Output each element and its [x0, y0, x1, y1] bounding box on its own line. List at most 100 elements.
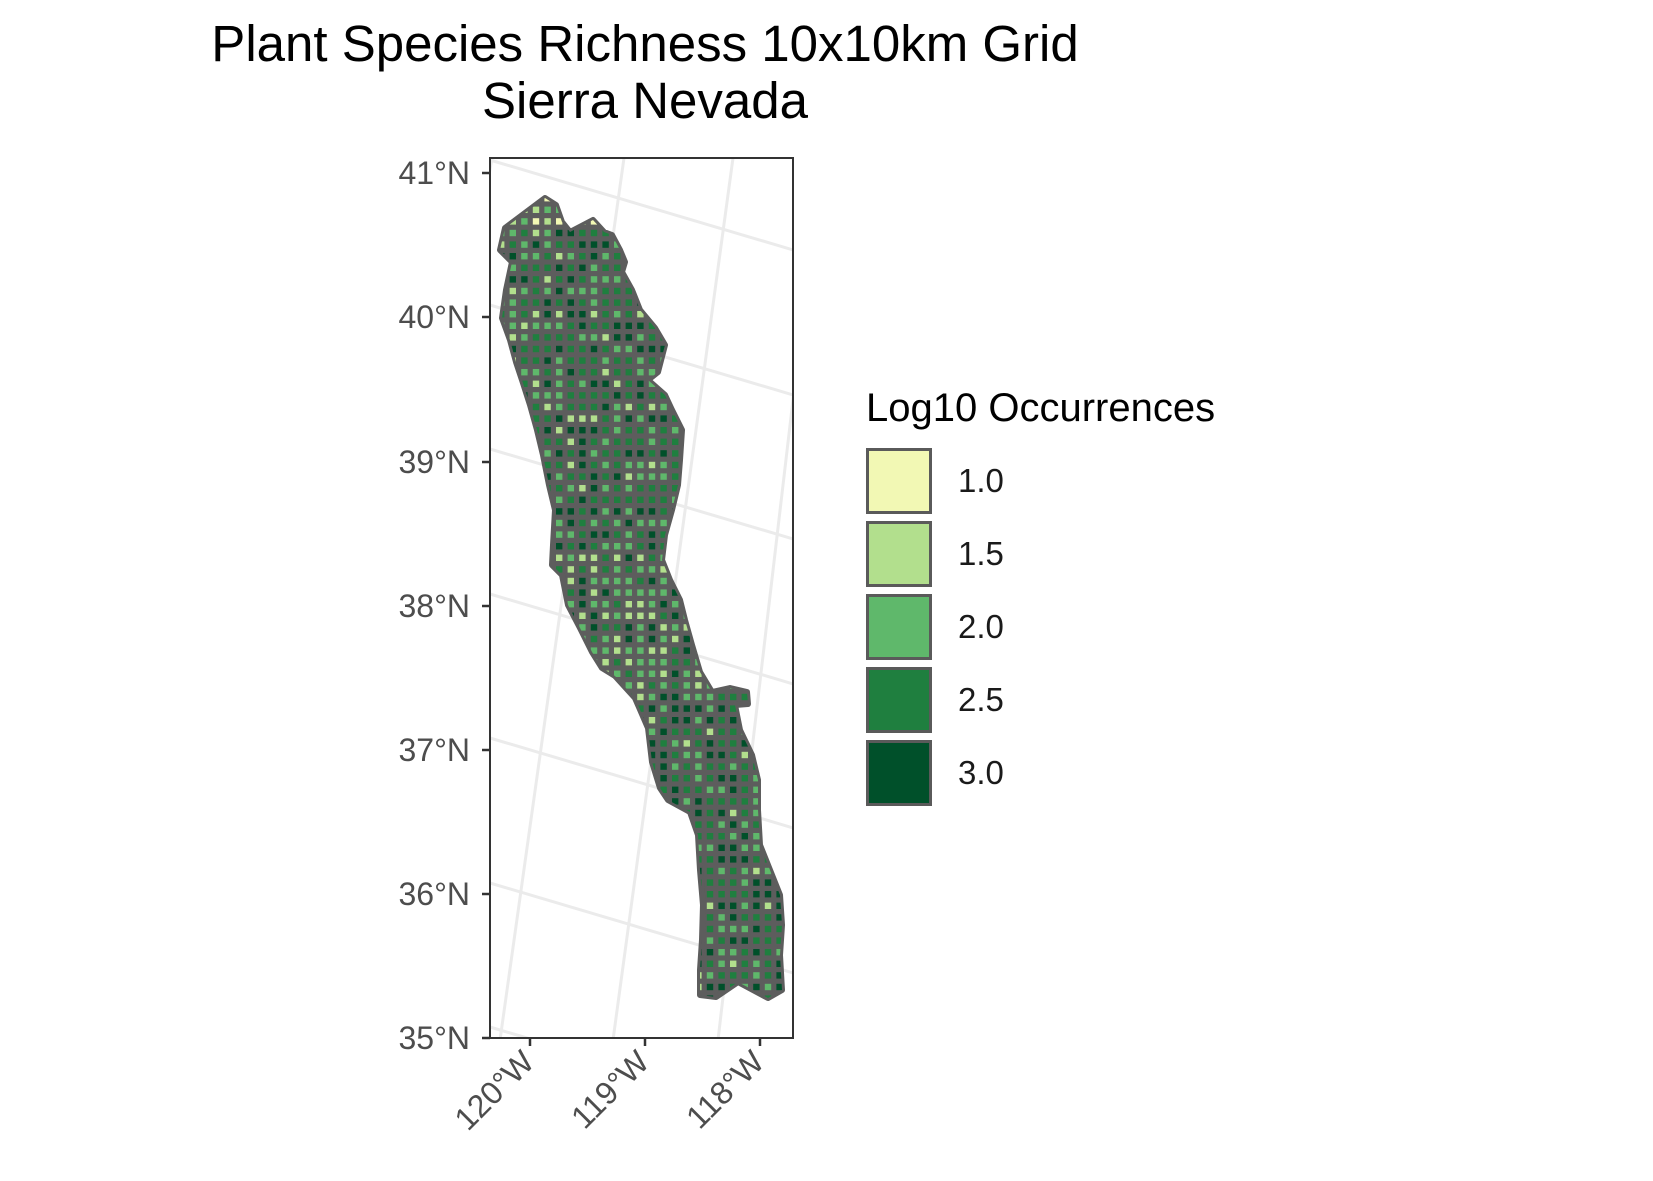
- grid-cell: [764, 914, 772, 921]
- grid-cell: [730, 589, 737, 596]
- grid-cell: [730, 543, 737, 550]
- grid-cell: [614, 717, 621, 724]
- grid-cell: [660, 902, 667, 909]
- grid-cell: [764, 299, 772, 306]
- grid-cell: [730, 798, 737, 805]
- grid-cell: [648, 589, 656, 596]
- grid-cell: [509, 461, 516, 469]
- grid-cell: [695, 198, 702, 202]
- grid-cell: [637, 949, 644, 956]
- grid-cell: [521, 960, 528, 967]
- grid-cell: [648, 334, 656, 341]
- grid-cell: [648, 198, 656, 202]
- grid-cell: [567, 496, 574, 503]
- grid-cell: [741, 287, 748, 295]
- grid-cell: [776, 682, 782, 689]
- grid-cell: [730, 902, 737, 909]
- grid-cell: [579, 705, 586, 712]
- grid-cell: [695, 322, 702, 329]
- grid-cell: [500, 682, 505, 689]
- grid-cell: [544, 403, 551, 411]
- grid-cell: [672, 728, 679, 735]
- grid-cell: [741, 577, 748, 585]
- grid-cell: [602, 287, 609, 295]
- grid-cell: [753, 612, 760, 619]
- grid-cell: [753, 496, 760, 503]
- grid-cell: [648, 531, 656, 538]
- grid-cell: [695, 229, 702, 237]
- grid-cell: [521, 485, 528, 492]
- grid-cell: [579, 461, 586, 469]
- grid-cell: [614, 693, 621, 701]
- grid-cell: [614, 879, 621, 886]
- grid-cell: [660, 925, 667, 933]
- grid-cell: [509, 705, 516, 712]
- grid-cell: [683, 786, 690, 793]
- grid-cell: [509, 392, 516, 399]
- grid-cell: [648, 253, 656, 260]
- grid-cell: [706, 612, 714, 619]
- grid-cell: [672, 415, 679, 422]
- grid-cell: [500, 496, 505, 503]
- grid-cell: [764, 415, 772, 422]
- grid-cell: [683, 264, 690, 271]
- grid-cell: [660, 543, 667, 550]
- legend-item: 2.0: [866, 590, 1215, 663]
- grid-cell: [509, 902, 516, 909]
- grid-cell: [776, 960, 782, 967]
- grid-cell: [637, 589, 644, 596]
- grid-cell: [672, 763, 679, 770]
- grid-cell: [718, 554, 725, 561]
- grid-cell: [625, 717, 632, 724]
- grid-cell: [521, 403, 528, 411]
- grid-cell: [579, 206, 586, 213]
- grid-cell: [764, 357, 772, 364]
- grid-cell: [590, 624, 598, 631]
- grid-cell: [614, 925, 621, 933]
- grid-cell: [660, 705, 667, 712]
- grid-cell: [683, 577, 690, 585]
- grid-cell: [614, 461, 621, 469]
- grid-cell: [683, 334, 690, 341]
- grid-cell: [602, 519, 609, 527]
- grid-cell: [706, 473, 714, 480]
- grid-cell: [660, 833, 667, 840]
- grid-cell: [695, 566, 702, 573]
- grid-cell: [718, 891, 725, 898]
- grid-cell: [579, 229, 586, 237]
- grid-cell: [672, 751, 679, 759]
- grid-cell: [614, 311, 621, 318]
- grid-cell: [500, 647, 505, 654]
- grid-cell: [500, 403, 505, 411]
- grid-cell: [602, 380, 609, 387]
- grid-cell: [718, 751, 725, 759]
- grid-cell: [753, 554, 760, 561]
- grid-cell: [718, 798, 725, 805]
- grid-cell: [602, 438, 609, 445]
- grid-cell: [730, 311, 737, 318]
- grid-cell: [764, 206, 772, 213]
- grid-cell: [602, 218, 609, 225]
- legend-label: 1.5: [958, 534, 1004, 572]
- grid-cell: [544, 438, 551, 445]
- grid-cell: [660, 380, 667, 387]
- grid-cell: [706, 229, 714, 237]
- grid-cell: [741, 612, 748, 619]
- grid-cell: [695, 589, 702, 596]
- grid-cell: [683, 589, 690, 596]
- grid-cell: [544, 740, 551, 747]
- grid-cell: [567, 786, 574, 793]
- grid-cell: [695, 334, 702, 341]
- grid-cell: [753, 334, 760, 341]
- grid-cell: [556, 682, 563, 689]
- grid-cell: [764, 369, 772, 376]
- grid-cell: [556, 322, 563, 329]
- grid-cell: [672, 972, 679, 979]
- grid-cell: [776, 357, 782, 364]
- grid-cell: [683, 798, 690, 805]
- grid-cell: [567, 519, 574, 527]
- grid-cell: [672, 531, 679, 538]
- grid-cell: [753, 198, 760, 202]
- grid-cell: [556, 473, 563, 480]
- grid-cell: [625, 357, 632, 364]
